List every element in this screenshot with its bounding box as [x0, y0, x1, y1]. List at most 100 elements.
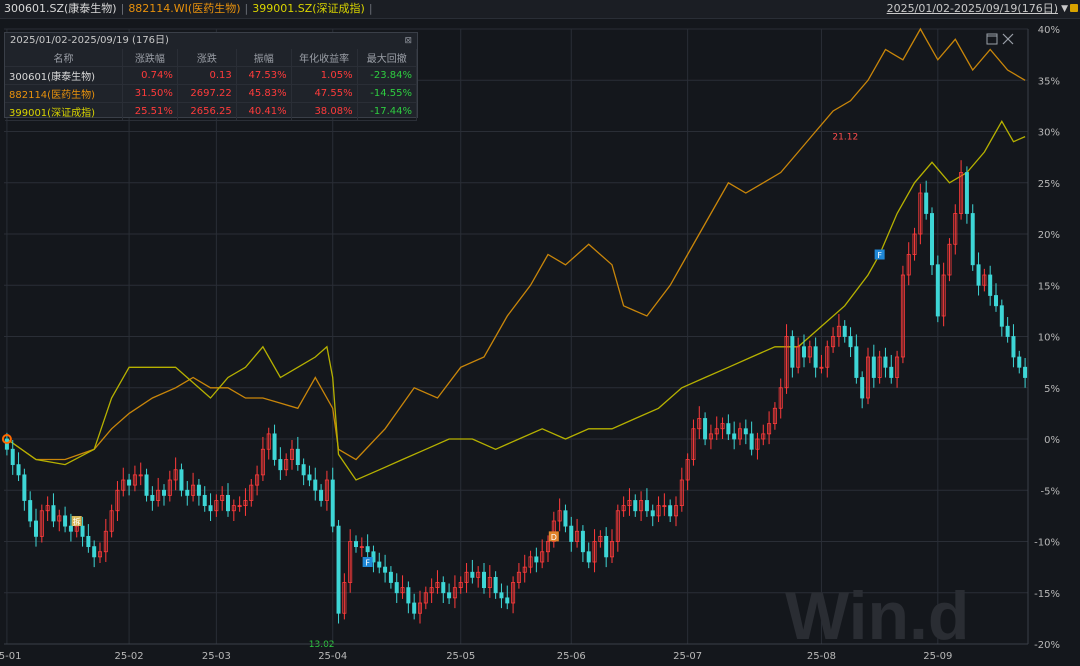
candle-body: [813, 346, 818, 368]
candle-body: [906, 254, 911, 276]
candle-body: [161, 489, 166, 496]
candle-body: [249, 484, 254, 501]
event-marker-label: D: [551, 533, 557, 542]
candle-body: [499, 592, 504, 599]
y-tick-label: 5%: [1044, 384, 1060, 395]
x-tick-label: 25-02: [115, 651, 144, 662]
candle-body: [98, 551, 103, 558]
candle-body: [889, 366, 894, 378]
date-range-selector[interactable]: 2025/01/02-2025/09/19(176日): [886, 2, 1058, 15]
candle-body: [353, 541, 358, 548]
candle-body: [1011, 336, 1016, 358]
candle-body: [551, 520, 556, 542]
close-icon[interactable]: ⊠: [404, 36, 412, 46]
candle-body: [580, 530, 585, 553]
maximize-icon[interactable]: [986, 33, 998, 45]
candle-body: [743, 428, 748, 435]
candle-body: [68, 525, 73, 532]
stats-table: 名称 涨跌幅 涨跌 振幅 年化收益率 最大回撤 300601(康泰生物) 0.74…: [5, 49, 418, 121]
series-label-300601[interactable]: 300601.SZ(康泰生物): [4, 2, 117, 15]
candle-body: [266, 433, 271, 450]
candle-body: [569, 525, 574, 542]
candle-body: [39, 510, 44, 537]
candle-body: [214, 500, 219, 512]
legend-separator: |: [368, 2, 373, 15]
stats-cell: 47.53%: [236, 66, 292, 85]
candle-body: [900, 274, 905, 358]
candle-body: [871, 356, 876, 378]
candle-body: [57, 515, 62, 522]
candle-body: [342, 582, 347, 614]
candle-body: [45, 505, 50, 512]
candle-body: [487, 576, 492, 589]
series-label-399001[interactable]: 399001.SZ(深证成指): [252, 2, 365, 15]
candle-body: [400, 587, 405, 594]
series-label-882114[interactable]: 882114.WI(医药生物): [128, 2, 241, 15]
candle-body: [895, 356, 900, 378]
candle-body: [598, 535, 603, 542]
event-marker-label: F: [365, 559, 370, 568]
candle-body: [644, 500, 649, 512]
stats-header-row: 名称 涨跌幅 涨跌 振幅 年化收益率 最大回撤: [5, 49, 418, 67]
candle-body: [115, 489, 120, 512]
candle-body: [295, 448, 300, 466]
candle-body: [365, 546, 370, 553]
candle-body: [999, 305, 1004, 327]
candle-body: [481, 571, 486, 589]
triangle-down-icon[interactable]: ▼: [1061, 4, 1068, 14]
candle-body: [656, 505, 661, 517]
candle-body: [406, 587, 411, 604]
col-header: 涨跌幅: [122, 49, 178, 67]
candle-body: [34, 520, 39, 537]
stats-row: 399001(深证成指) 25.51% 2656.25 40.41% 38.08% -17…: [5, 102, 418, 121]
candle-body: [191, 484, 196, 496]
candle-body: [260, 448, 265, 476]
candle-body: [511, 582, 516, 604]
candle-body: [970, 213, 975, 266]
stats-panel: 2025/01/02-2025/09/19 (176日) ⊠ 名称 涨跌幅 涨跌…: [4, 32, 418, 121]
stats-row: 882114(医药生物) 31.50% 2697.22 45.83% 47.55% -14…: [5, 84, 418, 103]
candle-body: [243, 500, 248, 507]
candle-body: [691, 428, 696, 460]
candle-body: [883, 356, 888, 368]
stats-cell: 25.51%: [122, 102, 178, 121]
candle-body: [522, 566, 527, 573]
candle-body: [959, 172, 964, 214]
candle-body: [359, 546, 364, 549]
candle-body: [173, 469, 178, 481]
y-tick-label: -15%: [1034, 589, 1060, 600]
candle-body: [627, 500, 632, 507]
candle-body: [225, 494, 230, 512]
candle-body: [103, 530, 108, 553]
candle-body: [144, 474, 149, 496]
stats-cell: -23.84%: [357, 66, 418, 85]
col-header: 年化收益率: [291, 49, 358, 67]
candle-body: [755, 438, 760, 450]
candle-body: [284, 459, 289, 471]
col-header: 名称: [5, 49, 123, 67]
candle-body: [10, 448, 15, 466]
candle-body: [639, 500, 644, 512]
candle-body: [185, 489, 190, 496]
stats-panel-title-text: 2025/01/02-2025/09/19 (176日): [10, 35, 169, 46]
candle-body: [388, 571, 393, 583]
candle-body: [610, 541, 615, 558]
stats-row: 300601(康泰生物) 0.74% 0.13 47.53% 1.05% -23.84%: [5, 66, 418, 85]
candle-body: [435, 582, 440, 589]
lock-icon[interactable]: [1070, 4, 1078, 12]
candle-body: [528, 556, 533, 568]
candle-body: [708, 433, 713, 440]
candle-body: [819, 366, 824, 369]
candle-body: [854, 346, 859, 378]
y-tick-label: -20%: [1034, 640, 1060, 651]
event-marker: [71, 516, 82, 526]
candle-body: [51, 505, 56, 522]
candle-body: [429, 587, 434, 594]
candle-body: [336, 525, 341, 614]
candle-body: [720, 423, 725, 430]
x-tick-label: 25-04: [318, 651, 347, 662]
stats-cell: 45.83%: [236, 84, 292, 103]
close-icon[interactable]: [1002, 33, 1014, 45]
x-tick-label: 25-08: [807, 651, 836, 662]
candle-body: [546, 541, 551, 553]
